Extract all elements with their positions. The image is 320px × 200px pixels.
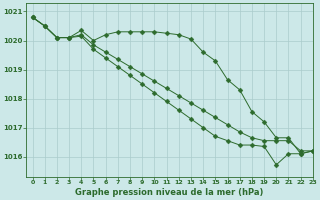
X-axis label: Graphe pression niveau de la mer (hPa): Graphe pression niveau de la mer (hPa) xyxy=(76,188,264,197)
